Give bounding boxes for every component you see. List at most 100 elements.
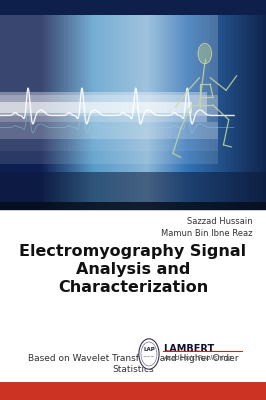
Bar bbox=[192, 0, 194, 210]
Bar bbox=[5, 0, 8, 210]
Bar bbox=[150, 0, 153, 210]
Bar bbox=[16, 0, 19, 210]
Bar bbox=[182, 0, 185, 210]
Bar bbox=[189, 0, 192, 210]
Bar bbox=[217, 0, 219, 210]
Bar bbox=[110, 0, 113, 210]
Bar bbox=[186, 0, 189, 210]
Bar bbox=[180, 0, 182, 210]
Bar bbox=[17, 0, 20, 210]
Bar bbox=[211, 0, 214, 210]
Bar bbox=[148, 0, 150, 210]
Bar bbox=[178, 0, 181, 210]
Bar bbox=[206, 0, 209, 210]
Bar bbox=[59, 0, 61, 210]
Bar bbox=[146, 0, 149, 210]
Bar bbox=[118, 0, 121, 210]
Bar bbox=[215, 0, 218, 210]
Bar bbox=[43, 0, 45, 210]
Bar bbox=[161, 0, 164, 210]
Bar bbox=[142, 0, 145, 210]
Bar bbox=[259, 0, 262, 210]
Bar bbox=[0, 92, 207, 122]
Bar bbox=[74, 0, 77, 210]
Bar bbox=[68, 0, 70, 210]
Bar bbox=[80, 0, 82, 210]
Bar bbox=[210, 0, 213, 210]
Text: LAP: LAP bbox=[143, 347, 155, 352]
Bar bbox=[176, 0, 178, 210]
Bar bbox=[20, 0, 23, 210]
Bar bbox=[105, 0, 108, 210]
Bar bbox=[223, 0, 226, 210]
Bar bbox=[27, 0, 29, 210]
Bar bbox=[121, 0, 124, 210]
Bar bbox=[39, 0, 41, 210]
Bar bbox=[13, 0, 16, 210]
Bar bbox=[61, 0, 64, 210]
Bar bbox=[207, 0, 210, 210]
Bar bbox=[120, 0, 122, 210]
Bar bbox=[141, 0, 144, 210]
Bar bbox=[101, 0, 104, 210]
Bar bbox=[63, 0, 65, 210]
Bar bbox=[129, 0, 132, 210]
Bar bbox=[32, 0, 35, 210]
Bar bbox=[57, 0, 60, 210]
Bar bbox=[82, 0, 85, 210]
Bar bbox=[200, 0, 202, 210]
Bar bbox=[88, 0, 90, 210]
Bar bbox=[157, 0, 160, 210]
Bar bbox=[239, 0, 242, 210]
Bar bbox=[33, 0, 36, 210]
Bar bbox=[72, 0, 74, 210]
Bar bbox=[242, 0, 245, 210]
Bar bbox=[11, 0, 13, 210]
Bar bbox=[70, 0, 73, 210]
Bar bbox=[237, 0, 239, 210]
Bar bbox=[173, 0, 176, 210]
Bar bbox=[64, 0, 66, 210]
Bar bbox=[113, 0, 116, 210]
Bar bbox=[231, 0, 234, 210]
Bar bbox=[0, 102, 192, 114]
Bar bbox=[209, 0, 211, 210]
Bar bbox=[21, 0, 24, 210]
Text: Electromyography Signal
Analysis and
Characterization: Electromyography Signal Analysis and Cha… bbox=[19, 244, 247, 295]
Bar bbox=[0, 202, 266, 210]
Bar bbox=[122, 0, 125, 210]
Bar bbox=[265, 0, 266, 210]
Text: ~~~: ~~~ bbox=[143, 355, 155, 360]
Bar bbox=[140, 0, 142, 210]
Text: Sazzad Hussain
Mamun Bin Ibne Reaz: Sazzad Hussain Mamun Bin Ibne Reaz bbox=[161, 217, 253, 238]
Bar bbox=[78, 0, 81, 210]
Bar bbox=[12, 0, 15, 210]
Bar bbox=[125, 0, 128, 210]
Bar bbox=[164, 0, 166, 210]
Bar bbox=[226, 0, 229, 210]
Bar bbox=[7, 0, 9, 210]
Bar bbox=[170, 0, 173, 210]
Text: Academic Publishing: Academic Publishing bbox=[164, 355, 232, 361]
Bar bbox=[4, 0, 7, 210]
Bar bbox=[126, 0, 129, 210]
Bar bbox=[174, 0, 177, 210]
Bar bbox=[108, 0, 110, 210]
Bar bbox=[152, 0, 154, 210]
Bar bbox=[25, 0, 28, 210]
Bar bbox=[261, 0, 263, 210]
Bar bbox=[53, 0, 56, 210]
Bar bbox=[138, 0, 141, 210]
Bar bbox=[166, 0, 169, 210]
Bar bbox=[263, 0, 266, 210]
Bar bbox=[235, 0, 238, 210]
Circle shape bbox=[199, 45, 211, 62]
Bar bbox=[65, 0, 68, 210]
Bar bbox=[41, 0, 44, 210]
Bar bbox=[144, 0, 146, 210]
Bar bbox=[49, 0, 52, 210]
Bar bbox=[8, 0, 11, 210]
Bar bbox=[100, 0, 102, 210]
Bar bbox=[0, 0, 266, 210]
Bar bbox=[28, 0, 31, 210]
